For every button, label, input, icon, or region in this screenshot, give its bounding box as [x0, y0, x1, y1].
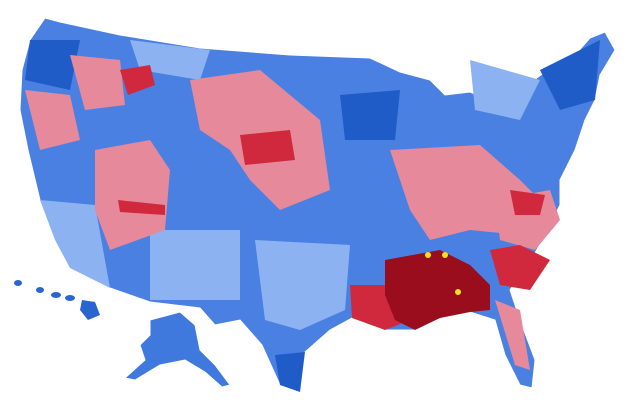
pink-regions	[25, 55, 560, 370]
hawaii	[14, 280, 100, 320]
region	[495, 300, 530, 370]
region	[540, 40, 600, 110]
region	[70, 55, 125, 110]
region	[275, 352, 305, 392]
yellow-markers	[425, 252, 461, 295]
region	[470, 60, 540, 120]
marker	[425, 252, 431, 258]
region	[120, 65, 155, 95]
region	[118, 200, 165, 215]
marker	[455, 289, 461, 295]
alaska	[123, 311, 231, 388]
island	[36, 287, 44, 293]
region	[95, 140, 170, 250]
region	[255, 240, 350, 330]
region	[40, 200, 110, 288]
alaska-outline	[123, 311, 231, 388]
region	[495, 190, 560, 250]
region	[240, 130, 295, 165]
island	[14, 280, 22, 286]
region	[510, 190, 545, 215]
dark-blue-regions	[25, 40, 600, 392]
island	[51, 292, 61, 298]
black-belt-region	[385, 250, 490, 330]
region	[150, 230, 240, 300]
region	[340, 90, 400, 140]
island	[65, 295, 75, 301]
light-blue-regions	[40, 40, 540, 330]
marker	[442, 252, 448, 258]
island	[80, 300, 100, 320]
region	[25, 90, 80, 150]
contiguous-us	[19, 17, 616, 393]
region	[490, 245, 550, 290]
region	[25, 40, 80, 90]
